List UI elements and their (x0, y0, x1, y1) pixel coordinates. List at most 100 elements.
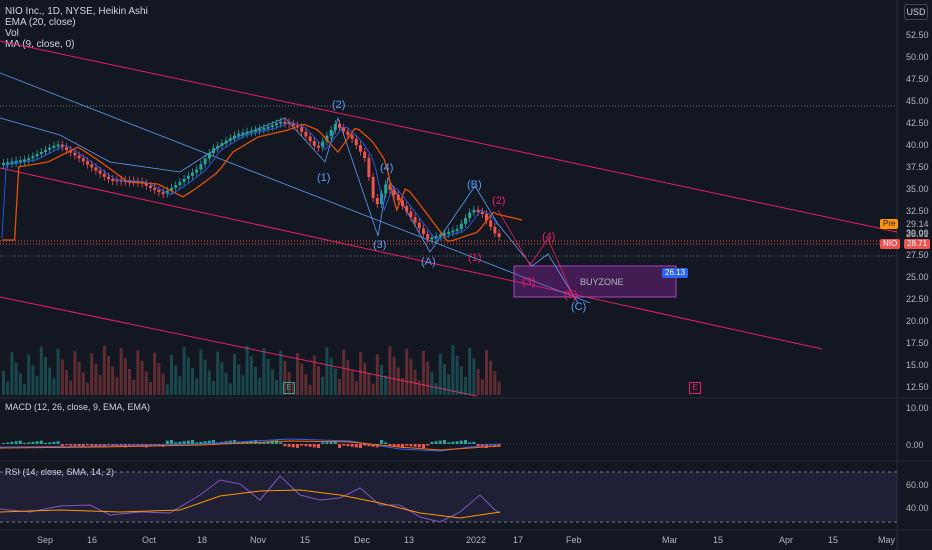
candle-body (291, 123, 295, 126)
volume-bar (48, 367, 52, 395)
macd-histogram-bar (329, 441, 333, 444)
macd-histogram-bar (52, 441, 56, 444)
volume-bar (283, 361, 287, 395)
macd-histogram-bar (333, 440, 337, 444)
volume-bar (401, 378, 404, 395)
price-axis-label: 47.50 (906, 74, 929, 84)
volume-bar (459, 366, 463, 395)
macd-histogram-bar (10, 441, 14, 444)
volume-indicator-label[interactable]: Vol (5, 28, 19, 39)
ma-indicator-label[interactable]: MA (9, close, 0) (5, 39, 75, 50)
candle-body (367, 158, 371, 177)
symbol-title[interactable]: NIO Inc., 1D, NYSE, Heikin Ashi (5, 6, 148, 17)
macd-histogram-bar (203, 441, 207, 444)
volume-bar (60, 359, 64, 395)
candle-body (459, 223, 463, 230)
macd-histogram-bar (422, 444, 425, 448)
price-axis-label: 42.50 (906, 118, 929, 128)
volume-bar (296, 353, 299, 395)
pre-label: Pre (883, 219, 896, 228)
volume-bar (241, 375, 245, 395)
macd-histogram-bar (325, 441, 329, 444)
macd-histogram-bar (165, 440, 169, 444)
volume-bar (426, 361, 430, 395)
volume-bar (18, 373, 22, 395)
candle-body (413, 217, 417, 223)
volume-bar (380, 365, 383, 395)
wave-label-1: (1) (317, 172, 331, 184)
candle-body (212, 148, 215, 153)
macd-histogram-bar (451, 441, 455, 444)
candle-body (35, 154, 39, 157)
candle-body (23, 159, 26, 162)
price-axis-label: 30.00 (906, 228, 929, 238)
candle-body (476, 209, 480, 212)
candle-body (149, 185, 152, 188)
volume-bar (464, 377, 467, 395)
candle-body (283, 121, 287, 124)
macd-histogram-bar (186, 440, 190, 444)
volume-bar (300, 363, 304, 395)
volume-bar (485, 350, 488, 395)
elliott-wave-path (0, 116, 579, 304)
earnings-marker[interactable]: E (283, 382, 295, 394)
volume-bar (86, 383, 89, 395)
volume-bar (245, 345, 249, 395)
wave-label-red-4: (4) (542, 231, 556, 243)
candle-body (388, 184, 392, 190)
candle-body (241, 132, 245, 135)
volume-bar (384, 375, 388, 395)
macd-histogram-bar (199, 441, 203, 444)
macd-histogram-bar (56, 441, 60, 444)
time-axis-label: 13 (404, 535, 415, 545)
macd-histogram-bar (447, 442, 451, 444)
macd-histogram-bar (434, 441, 438, 444)
macd-histogram-bar (170, 440, 173, 444)
time-axis-label: May (878, 535, 896, 545)
volume-bar (233, 354, 236, 395)
macd-label[interactable]: MACD (12, 26, close, 9, EMA, EMA) (5, 402, 151, 412)
macd-histogram-bar (396, 444, 400, 448)
candle-body (275, 123, 278, 126)
candle-body (77, 155, 81, 159)
volume-bar (493, 371, 497, 395)
macd-histogram-bar (73, 444, 77, 447)
candle-body (342, 127, 346, 132)
candle-body (178, 182, 182, 186)
volume-bar (14, 362, 18, 395)
candle-body (48, 147, 52, 150)
volume-bar (216, 351, 220, 395)
pre-market-value: 29.14 (906, 219, 929, 229)
macd-histogram-bar (430, 441, 434, 444)
candle-body (468, 212, 472, 219)
price-axis-label: 32.50 (906, 206, 929, 216)
candle-body (363, 151, 367, 159)
candle-body (249, 130, 253, 133)
candle-body (266, 126, 270, 129)
rsi-label[interactable]: RSI (14, close, SMA, 14, 2) (5, 467, 115, 477)
macd-histogram-bar (60, 444, 64, 448)
candle-body (52, 145, 56, 148)
candle-body (300, 127, 304, 132)
macd-histogram-bar (35, 441, 39, 444)
volume-bar (287, 371, 291, 395)
volume-bar (23, 384, 26, 395)
macd-axis-top: 10.00 (906, 403, 929, 413)
volume-bar (258, 377, 262, 395)
earnings-marker-upcoming[interactable]: E (689, 382, 701, 394)
volume-bar (65, 370, 68, 395)
candle-body (81, 158, 85, 162)
ema-indicator-label[interactable]: EMA (20, close) (5, 17, 76, 28)
macd-histogram-bar (98, 444, 102, 447)
macd-histogram-bar (270, 440, 274, 444)
macd-histogram-bar (367, 444, 371, 447)
volume-bar (157, 363, 161, 395)
candle-body (262, 127, 266, 130)
volume-bar (212, 381, 215, 395)
candle-body (333, 124, 337, 130)
candle-body (384, 184, 388, 194)
volume-bar (220, 362, 224, 395)
candle-body (195, 169, 199, 173)
currency-button[interactable]: USD (904, 4, 928, 20)
